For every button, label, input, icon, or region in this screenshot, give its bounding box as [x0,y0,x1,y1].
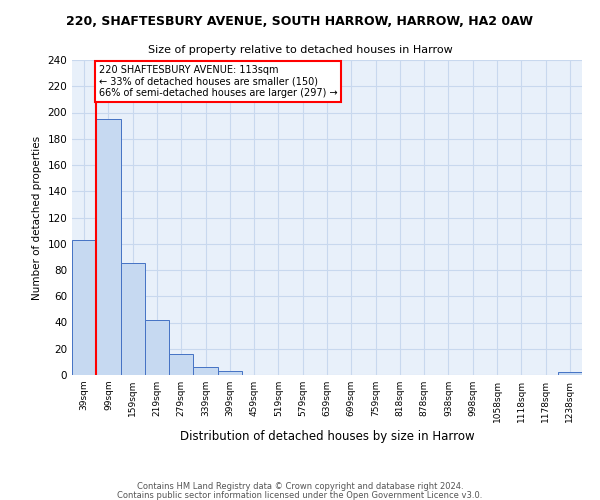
Bar [218,371,242,375]
Text: Contains HM Land Registry data © Crown copyright and database right 2024.: Contains HM Land Registry data © Crown c… [137,482,463,491]
Bar [96,119,121,375]
Text: 220 SHAFTESBURY AVENUE: 113sqm
← 33% of detached houses are smaller (150)
66% of: 220 SHAFTESBURY AVENUE: 113sqm ← 33% of … [99,65,337,98]
Y-axis label: Number of detached properties: Number of detached properties [32,136,42,300]
Text: 220, SHAFTESBURY AVENUE, SOUTH HARROW, HARROW, HA2 0AW: 220, SHAFTESBURY AVENUE, SOUTH HARROW, H… [67,15,533,28]
Text: Contains public sector information licensed under the Open Government Licence v3: Contains public sector information licen… [118,490,482,500]
Bar [72,240,96,375]
Bar [145,320,169,375]
Bar [558,372,582,375]
Bar [193,367,218,375]
Bar [169,354,193,375]
Text: Size of property relative to detached houses in Harrow: Size of property relative to detached ho… [148,45,452,55]
X-axis label: Distribution of detached houses by size in Harrow: Distribution of detached houses by size … [179,430,475,444]
Bar [121,264,145,375]
